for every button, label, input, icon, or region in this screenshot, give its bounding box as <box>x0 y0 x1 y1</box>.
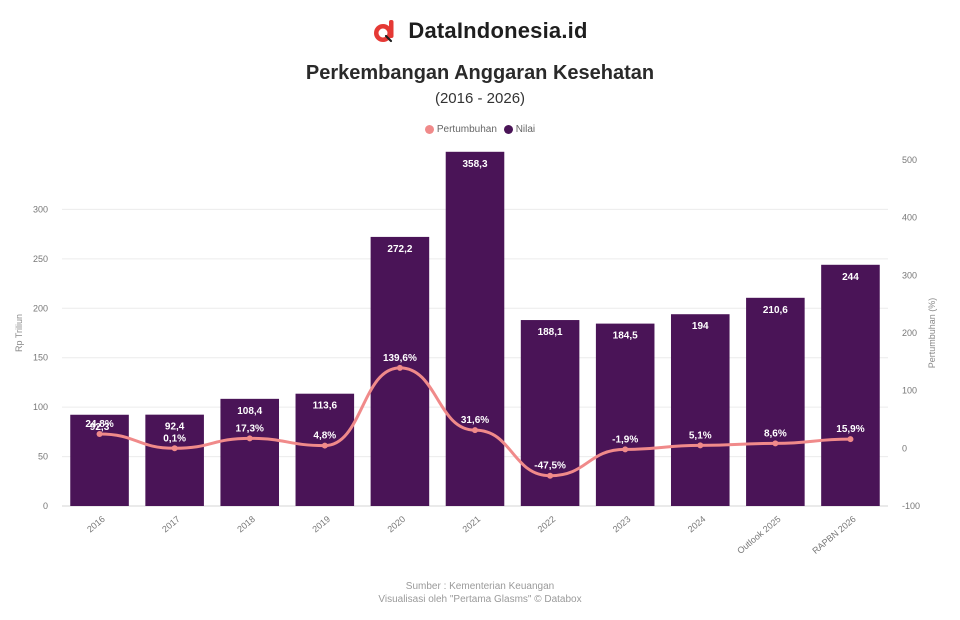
y-tick-label: 200 <box>33 303 48 313</box>
bar-value-label: 113,6 <box>313 401 338 412</box>
legend-label-value: Nilai <box>515 124 536 135</box>
y-tick-label: 0 <box>43 501 48 511</box>
legend-item-growth[interactable]: Pertumbuhan <box>424 124 497 135</box>
x-tick-label: 2022 <box>536 514 558 535</box>
brand-header: DataIndonesia.id <box>0 18 960 49</box>
growth-point <box>96 431 103 438</box>
bar <box>70 414 129 506</box>
bar <box>145 414 204 506</box>
growth-point <box>171 445 178 452</box>
bar-value-label: 184,5 <box>613 331 638 342</box>
growth-value-label: 4,8% <box>313 431 336 442</box>
x-tick-label: RAPBN 2026 <box>810 514 857 556</box>
y-tick-label: 100 <box>33 402 48 412</box>
bar-value-label: 358,3 <box>462 159 487 170</box>
bar-value-label: 194 <box>692 321 709 332</box>
growth-line <box>98 366 852 478</box>
bar <box>445 151 505 506</box>
y-tick-label: 300 <box>33 204 48 214</box>
x-tick-label: 2018 <box>235 514 257 535</box>
growth-point <box>547 472 554 479</box>
y2-tick-label: 400 <box>902 213 917 223</box>
legend-swatch-growth <box>424 125 434 134</box>
y2-tick-label: -100 <box>902 501 920 511</box>
growth-point <box>396 364 403 371</box>
chart-subtitle: (2016 - 2026) <box>434 90 526 107</box>
x-tick-label: Outlook 2025 <box>735 514 782 556</box>
x-tick-label: 2017 <box>160 514 182 535</box>
growth-value-label: 139,6% <box>383 353 417 364</box>
bar-value-label: 92,3 <box>90 422 110 433</box>
x-tick-label: 2019 <box>310 514 332 535</box>
legend-item-value[interactable]: Nilai <box>503 124 536 135</box>
growth-value-label: 15,9% <box>836 424 864 435</box>
chart-title: Perkembangan Anggaran Kesehatan <box>305 62 655 84</box>
bar-value-label: 244 <box>842 272 859 283</box>
bar <box>370 236 430 506</box>
bar <box>821 264 880 506</box>
y2-tick-label: 300 <box>902 270 917 280</box>
bar <box>220 398 280 506</box>
y2-tick-label: 100 <box>902 386 917 396</box>
y-axis-title: Rp Triliun <box>14 314 24 352</box>
y2-axis-title: Pertumbuhan (%) <box>927 298 937 369</box>
bar-value-label: 108,4 <box>237 406 262 417</box>
growth-value-label: 0,1% <box>163 433 186 444</box>
growth-value-label: -47,5% <box>534 461 566 472</box>
bar-value-label: 92,4 <box>165 422 185 433</box>
legend-label-growth: Pertumbuhan <box>436 124 497 135</box>
growth-point <box>772 440 779 447</box>
y-tick-label: 150 <box>33 353 48 363</box>
y2-tick-label: 500 <box>902 155 917 165</box>
bar <box>746 297 805 506</box>
x-tick-label: 2024 <box>686 514 708 535</box>
growth-value-label: 24,8% <box>85 419 113 430</box>
growth-value-label: 8,6% <box>764 428 787 439</box>
legend-swatch-value <box>503 125 513 134</box>
x-tick-label: 2023 <box>611 514 633 535</box>
bar <box>595 323 655 506</box>
x-tick-label: 2020 <box>385 514 407 535</box>
chart-source: Sumber : Kementerian Keuangan Visualisas… <box>0 580 960 606</box>
y2-tick-label: 0 <box>902 443 907 453</box>
growth-value-label: 5,1% <box>689 430 712 441</box>
growth-point <box>622 446 629 453</box>
growth-point <box>246 435 253 442</box>
bar <box>670 314 730 506</box>
growth-point <box>472 427 478 434</box>
y-tick-label: 250 <box>33 254 48 264</box>
growth-point <box>697 442 704 449</box>
bar-value-label: 210,6 <box>763 305 788 316</box>
y-tick-label: 50 <box>38 452 48 462</box>
source-line-1: Sumber : Kementerian Keuangan <box>405 581 555 592</box>
x-tick-label: 2021 <box>461 514 483 535</box>
growth-point <box>321 442 328 449</box>
chart-legend: Pertumbuhan Nilai <box>0 124 960 137</box>
bar-value-label: 272,2 <box>387 244 412 255</box>
brand-name: DataIndonesia.id <box>408 18 588 43</box>
y2-tick-label: 200 <box>902 328 917 338</box>
growth-point <box>847 436 854 443</box>
bar <box>295 393 355 506</box>
growth-value-label: -1,9% <box>612 434 638 445</box>
bar-value-label: 188,1 <box>538 327 563 338</box>
growth-value-label: 17,3% <box>236 423 264 434</box>
growth-value-label: 31,6% <box>461 415 489 426</box>
dataindonesia-logo-icon <box>372 18 398 44</box>
source-line-2: Visualisasi oleh "Pertama Glasms" © Data… <box>378 594 582 605</box>
x-tick-label: 2016 <box>85 514 107 535</box>
